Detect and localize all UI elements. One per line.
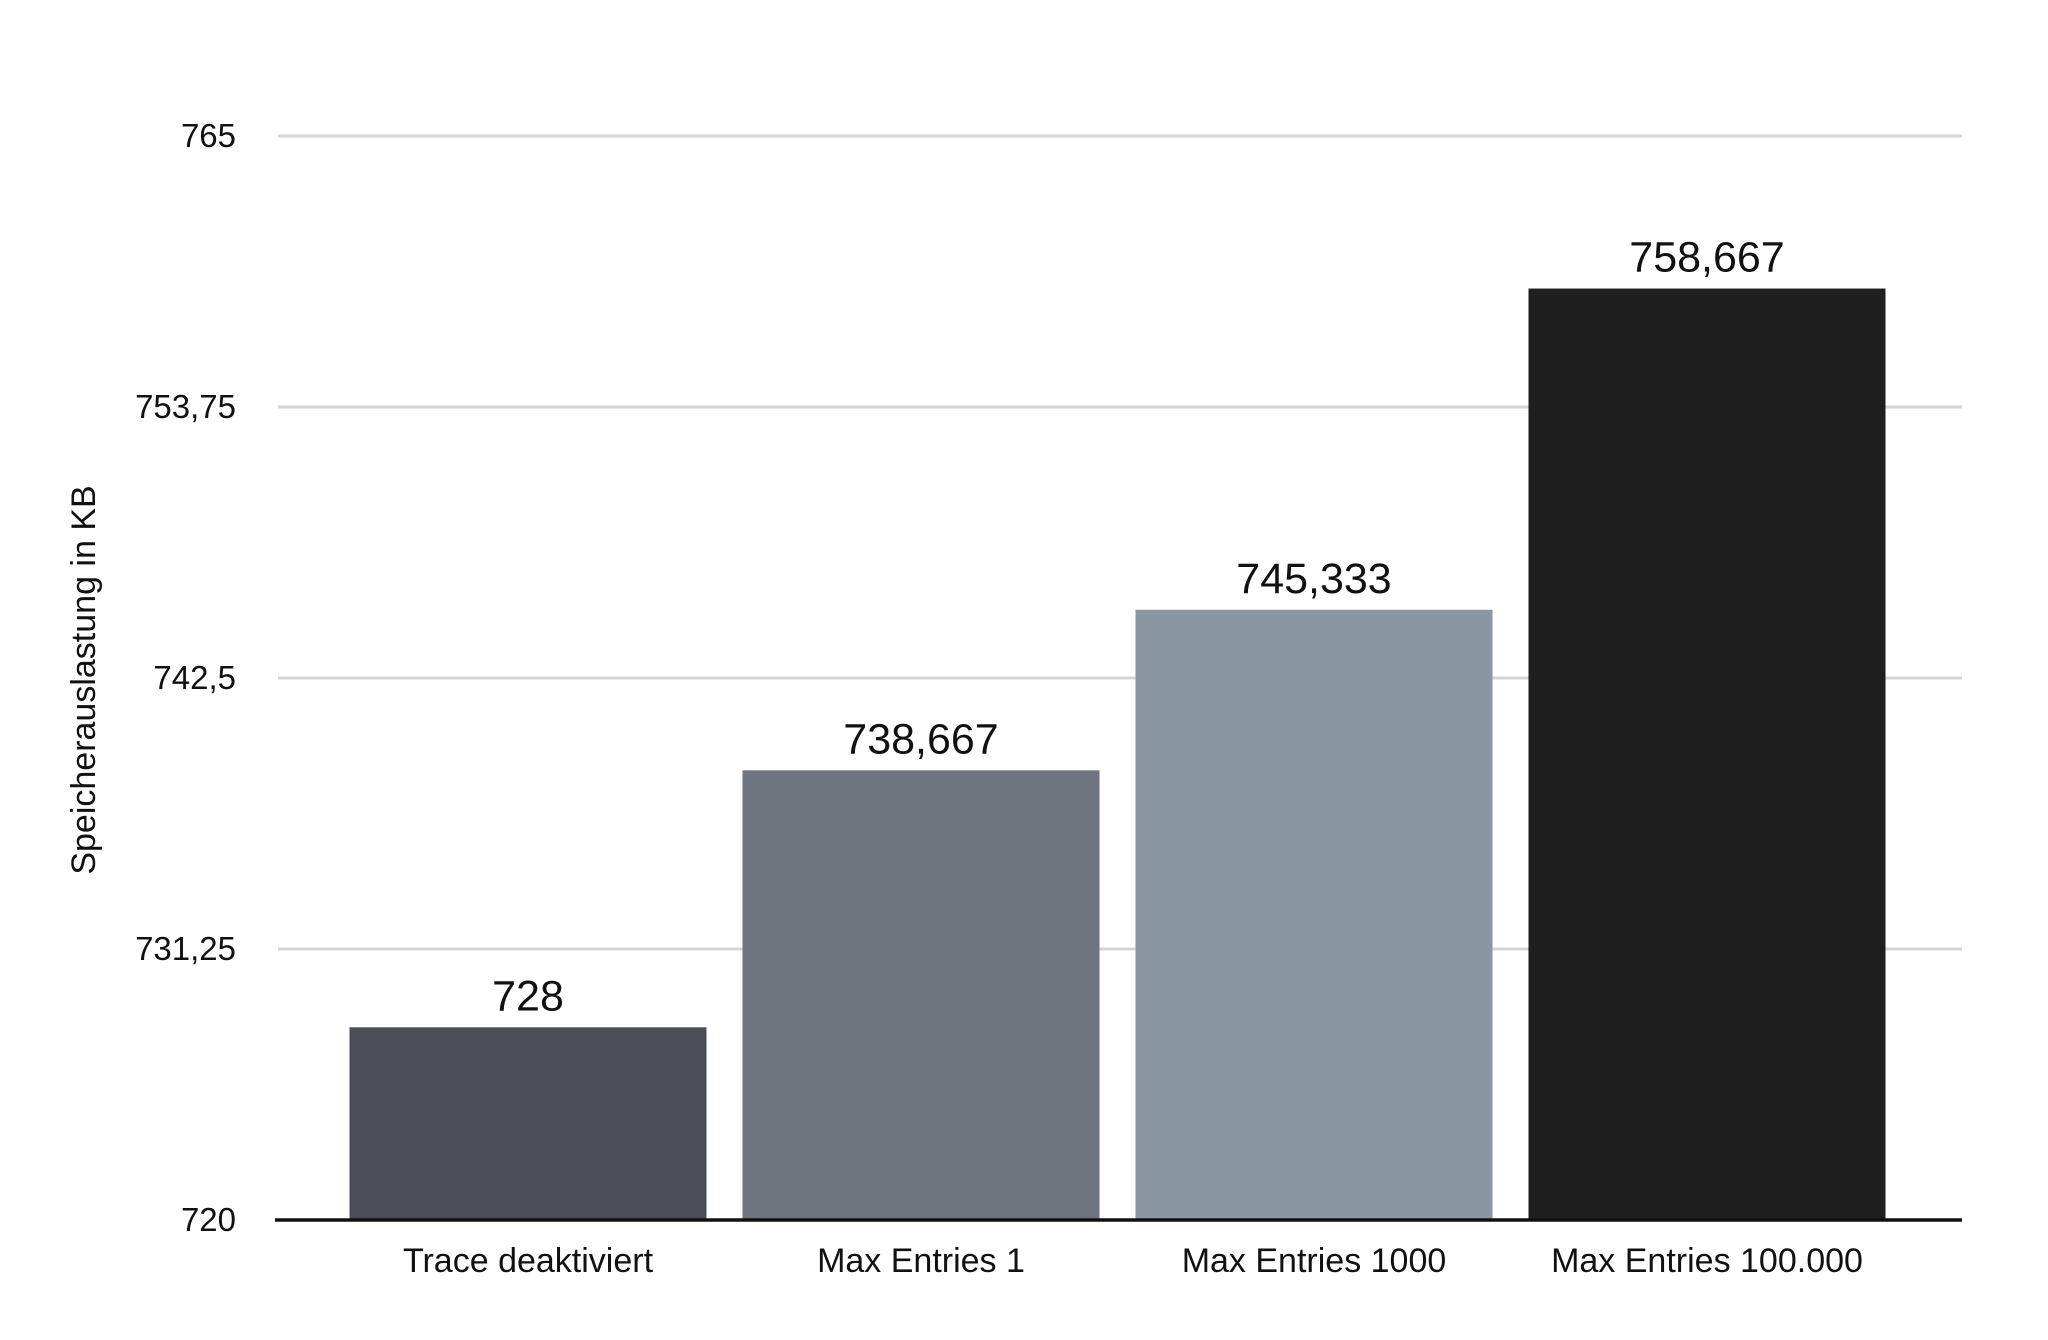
data-label: 758,667: [1629, 234, 1784, 282]
bar: [1528, 288, 1886, 1220]
x-category-label: Max Entries 1000: [1182, 1242, 1447, 1280]
data-label: 738,667: [843, 715, 998, 763]
y-axis-title: Speicherauslastung in KB: [65, 485, 103, 874]
bar: [349, 1027, 707, 1220]
y-tick-label: 753,75: [135, 388, 236, 425]
y-axis-ticks: 720 731,25 742,5 753,75 765: [135, 117, 236, 1238]
data-label: 745,333: [1236, 555, 1391, 603]
bar: [1135, 609, 1493, 1220]
bars: [349, 288, 1886, 1220]
y-tick-label: 765: [181, 117, 236, 154]
y-tick-label: 720: [181, 1201, 236, 1238]
x-category-label: Trace deaktiviert: [403, 1242, 654, 1280]
x-category-label: Max Entries 100.000: [1551, 1242, 1863, 1280]
bar: [742, 770, 1100, 1220]
x-axis-categories: Trace deaktiviert Max Entries 1 Max Entrie…: [403, 1242, 1863, 1280]
data-labels: 728 738,667 745,333 758,667: [492, 234, 1785, 1021]
x-category-label: Max Entries 1: [817, 1242, 1025, 1280]
data-label: 728: [492, 972, 564, 1020]
y-tick-label: 731,25: [135, 930, 236, 967]
y-tick-label: 742,5: [153, 659, 236, 696]
